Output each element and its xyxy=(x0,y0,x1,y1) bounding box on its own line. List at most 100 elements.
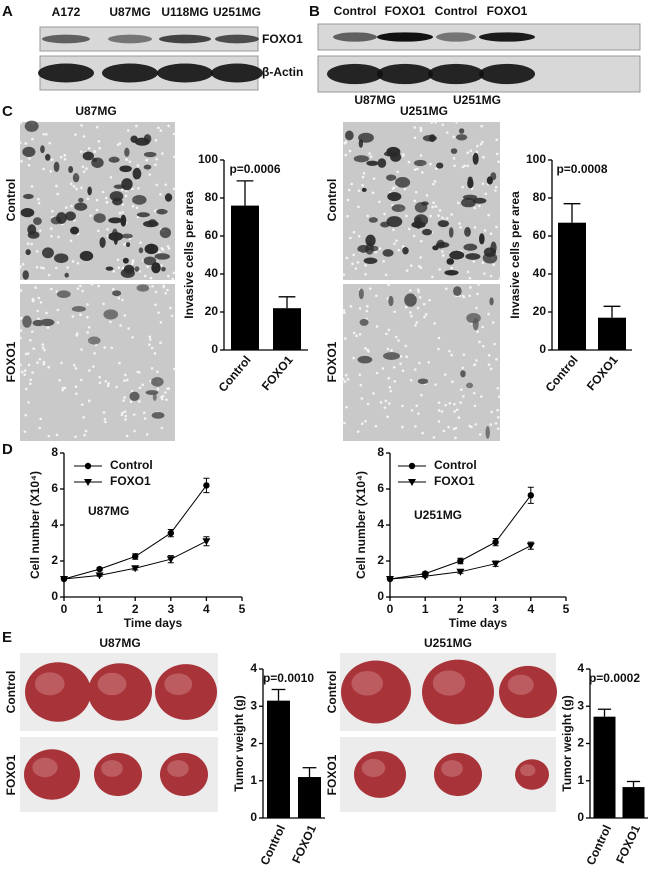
pore xyxy=(164,391,167,394)
pore xyxy=(31,371,34,374)
pore xyxy=(483,272,486,275)
pore xyxy=(497,160,500,163)
row-label: Control xyxy=(4,671,18,714)
pore xyxy=(393,379,397,383)
y-tick-label: 0 xyxy=(577,810,584,824)
cell xyxy=(22,146,36,158)
pore xyxy=(375,371,379,375)
pore xyxy=(359,383,363,387)
pore xyxy=(116,143,120,147)
y-tick-label: 3 xyxy=(250,698,257,712)
pore xyxy=(137,186,140,190)
bar xyxy=(273,308,301,350)
pore xyxy=(451,380,454,384)
panel-label: A xyxy=(2,3,13,20)
cell xyxy=(78,197,84,203)
cell xyxy=(53,161,60,173)
pore xyxy=(461,366,464,370)
pore xyxy=(148,335,152,339)
cell xyxy=(485,425,490,439)
pore xyxy=(360,422,364,426)
pore xyxy=(401,245,405,248)
pore xyxy=(473,363,476,367)
pore xyxy=(95,198,99,202)
cell xyxy=(27,231,40,239)
pore xyxy=(419,154,423,157)
pore xyxy=(55,290,59,294)
cell xyxy=(25,249,31,256)
pore xyxy=(341,377,345,381)
tumor-highlight xyxy=(97,672,127,696)
pore xyxy=(48,141,52,145)
cell xyxy=(465,253,481,260)
pore xyxy=(56,308,60,312)
pore xyxy=(27,163,31,167)
pore xyxy=(463,164,467,168)
pore xyxy=(442,429,446,433)
cell xyxy=(353,155,370,163)
x-tick-label: 0 xyxy=(387,602,394,616)
pore xyxy=(437,214,440,217)
pore xyxy=(162,285,165,289)
pore xyxy=(401,404,404,408)
legend-label: Control xyxy=(110,458,153,472)
pore xyxy=(437,347,440,351)
pore xyxy=(393,310,396,314)
cell xyxy=(119,165,132,173)
cell xyxy=(143,164,152,170)
pore xyxy=(40,266,43,269)
cell xyxy=(449,250,465,260)
pore xyxy=(159,341,162,345)
cell xyxy=(143,256,157,266)
cell xyxy=(24,120,39,132)
legend-marker xyxy=(408,462,416,470)
row-label: FOXO1 xyxy=(4,754,18,795)
pore xyxy=(31,137,34,141)
image-title: U87MG xyxy=(99,636,140,650)
pore xyxy=(127,327,130,330)
cell xyxy=(147,243,155,253)
pore xyxy=(63,386,67,390)
pore xyxy=(448,349,451,353)
pore xyxy=(74,392,78,396)
pore xyxy=(42,360,46,364)
pore xyxy=(43,348,46,352)
pore xyxy=(28,157,31,160)
cell xyxy=(411,221,426,229)
pore xyxy=(159,321,163,324)
pore xyxy=(164,183,167,186)
y-tick-label: 2 xyxy=(51,553,58,567)
cell xyxy=(467,178,474,189)
pore xyxy=(24,352,28,356)
pore xyxy=(346,214,349,218)
pore xyxy=(366,214,369,218)
cell xyxy=(363,257,378,264)
marker xyxy=(492,538,499,546)
cell xyxy=(421,201,429,206)
pore xyxy=(443,373,447,376)
pore xyxy=(56,192,60,196)
pore xyxy=(422,302,426,306)
pore xyxy=(371,191,375,195)
pore xyxy=(19,329,23,332)
pore xyxy=(166,245,170,248)
pore xyxy=(472,391,476,395)
pore xyxy=(409,379,413,382)
marker xyxy=(203,482,210,489)
pore xyxy=(131,260,135,264)
pore xyxy=(167,247,171,250)
x-tick-label: Control xyxy=(583,823,614,868)
marker xyxy=(421,573,430,581)
y-tick-label: 0 xyxy=(377,589,384,603)
marker xyxy=(457,557,464,565)
pore xyxy=(19,121,22,125)
pore xyxy=(362,171,366,175)
pore xyxy=(365,309,369,313)
pore xyxy=(154,290,158,294)
pore xyxy=(63,153,67,157)
pore xyxy=(345,256,349,260)
pore xyxy=(32,347,36,350)
blot-band xyxy=(159,34,211,44)
pore xyxy=(154,139,158,142)
pore xyxy=(29,338,32,342)
